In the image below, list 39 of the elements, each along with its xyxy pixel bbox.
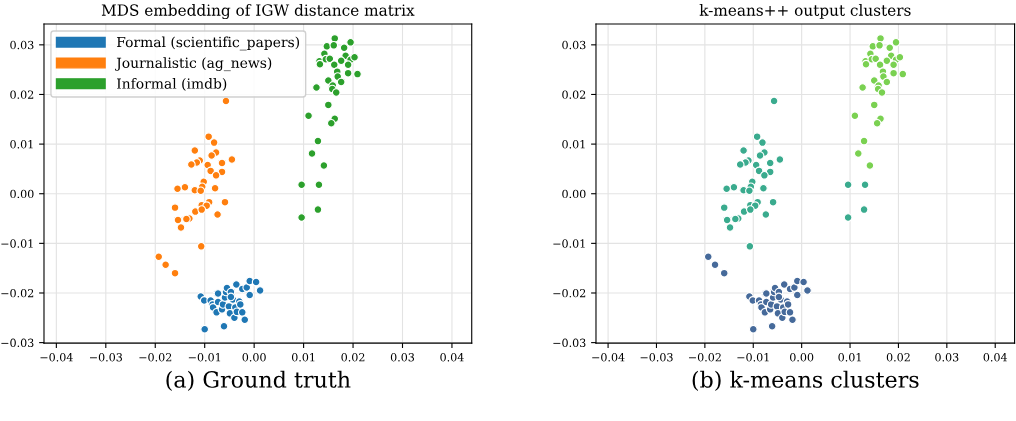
- x-tick-label: −0.02: [139, 353, 172, 362]
- chart-title: k-means++ output clusters: [699, 4, 911, 19]
- x-tick-label: 0.02: [341, 353, 365, 362]
- x-tick-label: −0.02: [689, 353, 721, 362]
- y-tick-label: −0.03: [1, 338, 34, 347]
- y-tick-label: −0.02: [553, 288, 586, 298]
- y-tick-label: 0.03: [562, 40, 586, 50]
- y-tick-label: 0.00: [10, 189, 34, 199]
- legend-label: Informal (imdb): [116, 78, 227, 91]
- y-tick-label: −0.03: [553, 338, 586, 347]
- x-tick-label: 0.02: [886, 353, 910, 362]
- x-tick-label: 0.03: [390, 353, 415, 362]
- x-tick-label: 0.04: [983, 353, 1008, 362]
- y-tick-label: −0.01: [553, 239, 585, 248]
- x-tick-label: 0.04: [440, 353, 464, 362]
- y-tick-label: 0.01: [562, 140, 585, 149]
- x-tick-label: −0.04: [592, 353, 625, 362]
- y-tick-label: 0.02: [562, 90, 586, 99]
- legend-label: Journalistic (ag_news): [115, 57, 272, 72]
- y-tick-label: −0.01: [1, 239, 33, 248]
- x-tick-label: 0.00: [790, 353, 814, 362]
- text: (a) Ground truth: [166, 370, 351, 391]
- x-tick-label: −0.04: [40, 353, 73, 362]
- x-tick-label: 0.03: [935, 353, 959, 362]
- y-tick-label: −0.02: [1, 288, 34, 298]
- y-tick-label: 0.03: [10, 40, 34, 50]
- x-tick-label: −0.03: [640, 353, 673, 362]
- y-tick-label: 0.01: [10, 140, 33, 149]
- x-tick-label: −0.03: [89, 353, 122, 362]
- y-tick-label: 0.00: [562, 189, 586, 199]
- y-tick-label: 0.02: [10, 90, 34, 99]
- x-tick-label: −0.01: [737, 353, 769, 362]
- legend-label: Formal (scientific_papers): [116, 36, 300, 51]
- x-tick-label: −0.01: [188, 353, 221, 362]
- x-tick-label: 0.01: [291, 353, 315, 362]
- x-tick-label: 0.01: [838, 353, 861, 362]
- chart-title: MDS embedding of IGW distance matrix: [101, 4, 415, 20]
- text: (b) k-means clusters: [692, 370, 919, 391]
- x-tick-label: 0.00: [242, 353, 266, 362]
